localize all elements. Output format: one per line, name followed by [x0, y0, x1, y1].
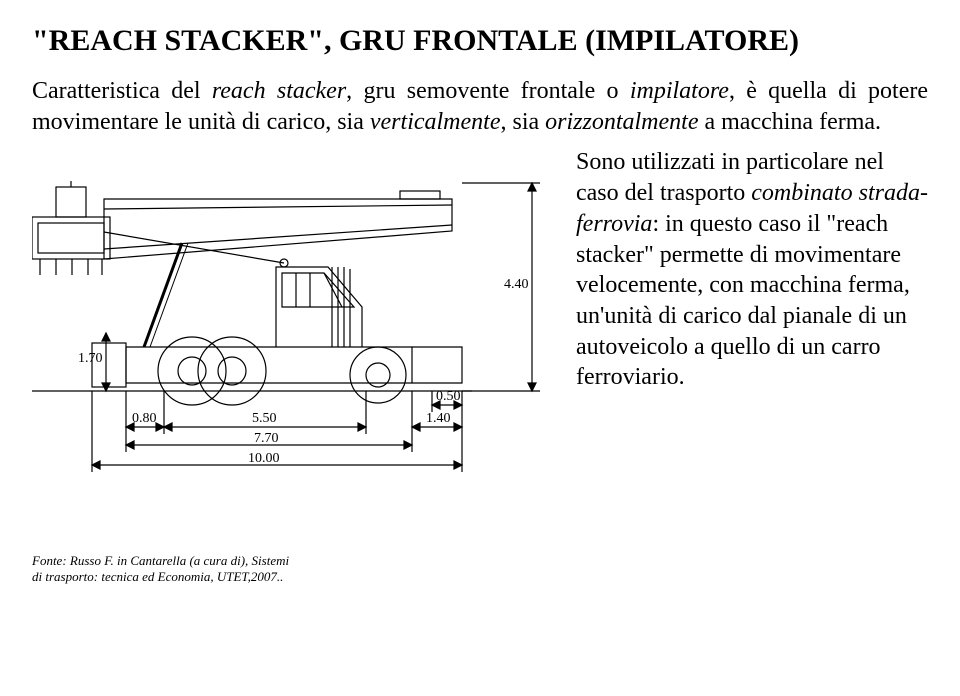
page-title: "REACH STACKER", GRU FRONTALE (IMPILATOR…: [32, 24, 928, 58]
source-line-1: Fonte: Russo F. in Cantarella (a cura di…: [32, 553, 560, 569]
source-line-2: di trasporto: tecnica ed Economia, UTET,…: [32, 569, 560, 585]
dim-770: 7.70: [254, 431, 279, 447]
dim-170: 1.70: [78, 351, 103, 367]
intro-text-1: Caratteristica del: [32, 78, 212, 104]
dim-440: 4.40: [504, 277, 529, 293]
dim-050: 0.50: [436, 389, 461, 405]
intro-text-5: a macchina ferma.: [698, 109, 881, 135]
intro-text-2: , gru semovente frontale o: [346, 78, 630, 104]
intro-italic-3: verticalmente: [370, 109, 501, 135]
dim-1000: 10.00: [248, 451, 280, 467]
right-text-2: : in questo caso il "reach stacker" perm…: [576, 211, 910, 391]
intro-italic-2: impilatore: [630, 78, 729, 104]
dim-080: 0.80: [132, 411, 157, 427]
dim-140: 1.40: [426, 411, 451, 427]
reach-stacker-figure: 1.70 0.80 5.50 7.70 10.00 0.50 1.40 4.40: [32, 147, 560, 547]
figure-column: 1.70 0.80 5.50 7.70 10.00 0.50 1.40 4.40…: [32, 147, 560, 584]
intro-text-4: , sia: [500, 109, 545, 135]
intro-italic-4: orizzontalmente: [545, 109, 698, 135]
dim-550: 5.50: [252, 411, 277, 427]
side-paragraph: Sono utilizzati in particolare nel caso …: [576, 147, 928, 393]
intro-italic-1: reach stacker: [212, 78, 346, 104]
reach-stacker-svg: [32, 147, 560, 487]
intro-paragraph: Caratteristica del reach stacker, gru se…: [32, 76, 928, 137]
figure-source: Fonte: Russo F. in Cantarella (a cura di…: [32, 553, 560, 584]
